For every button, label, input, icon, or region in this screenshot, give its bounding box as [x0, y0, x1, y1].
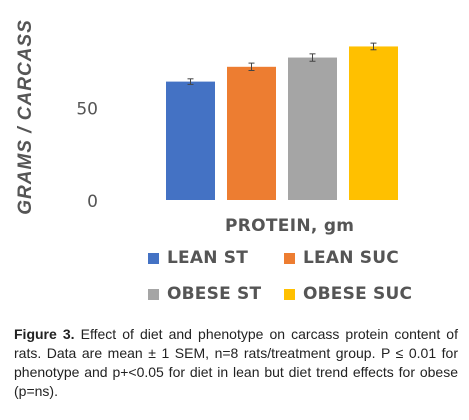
- bar-lean-suc: [227, 66, 276, 200]
- bar-obese-st: [288, 57, 337, 200]
- y-tick-label-1: 50: [76, 100, 98, 120]
- error-bar-3: [370, 42, 377, 51]
- legend-item-lean-suc: LEAN SUC: [284, 248, 399, 268]
- legend: LEAN ST LEAN SUC OBESE ST OBESE SUC: [148, 248, 448, 308]
- legend-swatch: [284, 252, 295, 264]
- chart: 0 50 GRAMS / CARCASS PROTEIN, gm LEAN ST L…: [6, 19, 448, 308]
- y-tick-label-0: 0: [87, 192, 98, 212]
- figure-caption: Figure 3. Effect of diet and phenotype o…: [14, 325, 458, 401]
- legend-label: LEAN ST: [167, 248, 248, 268]
- y-axis-title-wrap: GRAMS / CARCASS: [6, 19, 46, 215]
- legend-item-obese-suc: OBESE SUC: [284, 284, 412, 304]
- y-axis-title: GRAMS / CARCASS: [15, 19, 36, 215]
- bar-lean-st: [166, 81, 215, 200]
- caption-text: Effect of diet and phenotype on carcass …: [14, 326, 458, 399]
- legend-label: OBESE ST: [167, 284, 262, 304]
- x-axis-title: PROTEIN, gm: [225, 216, 355, 236]
- bar-obese-suc: [349, 46, 398, 201]
- error-bar-2: [309, 53, 316, 62]
- legend-label: LEAN SUC: [303, 248, 399, 268]
- legend-swatch: [284, 288, 295, 300]
- legend-item-lean-st: LEAN ST: [148, 248, 248, 268]
- caption-label: Figure 3.: [14, 326, 75, 342]
- legend-swatch: [148, 288, 159, 300]
- plot-area: 0 50: [76, 42, 398, 212]
- error-bar-0: [187, 78, 194, 85]
- legend-label: OBESE SUC: [303, 284, 413, 304]
- legend-swatch: [148, 252, 159, 264]
- legend-item-obese-st: OBESE ST: [148, 284, 261, 304]
- error-bar-1: [248, 62, 255, 71]
